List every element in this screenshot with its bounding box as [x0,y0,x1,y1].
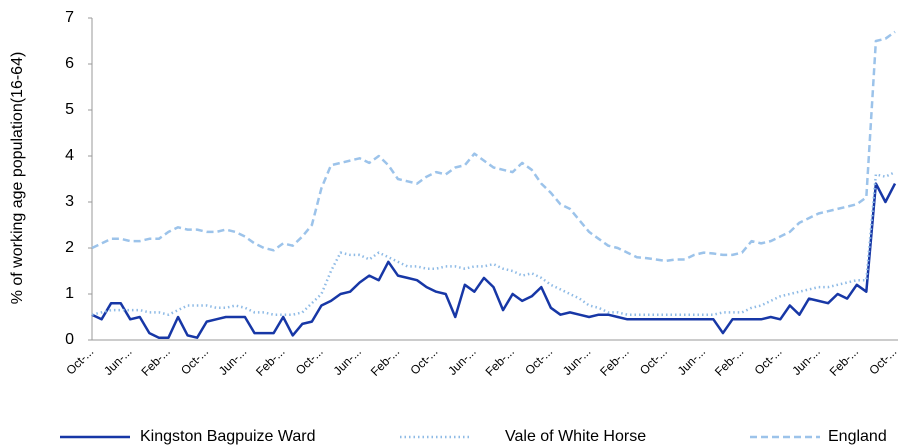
x-tick-label: Jun-... [789,344,822,377]
x-tick-label: Feb-... [368,344,402,378]
y-axis-label: % of working age population(16-64) [9,52,26,305]
x-tick-label: Jun-... [101,344,134,377]
y-tick-label: 0 [65,331,74,348]
y-tick-label: 7 [65,9,74,26]
x-tick-label: Oct-... [293,344,326,377]
x-tick-label: Jun-... [560,344,593,377]
x-tick-label: Oct-... [408,344,441,377]
y-tick-label: 6 [65,55,74,72]
x-tick-label: Oct-... [752,344,785,377]
y-tick-label: 2 [65,239,74,256]
legend-label: Vale of White Horse [505,428,646,445]
y-tick-label: 4 [65,147,74,164]
x-tick-label: Oct-... [63,344,96,377]
x-tick-label: Oct-... [178,344,211,377]
x-tick-label: Feb-... [597,344,631,378]
x-tick-label: Oct-... [866,344,898,377]
x-tick-label: Jun-... [445,344,478,377]
x-tick-label: Feb-... [712,344,746,378]
y-tick-label: 3 [65,193,74,210]
x-tick-label: Feb-... [483,344,517,378]
series-line [91,30,896,263]
x-tick-label: Oct-... [522,344,555,377]
x-tick-label: Jun-... [675,344,708,377]
x-tick-label: Jun-... [216,344,249,377]
x-tick-label: Feb-... [827,344,861,378]
x-tick-label: Jun-... [331,344,364,377]
legend-label: England [828,428,887,445]
legend-label: Kingston Bagpuize Ward [140,428,316,445]
series-line [91,170,896,316]
series-line [91,182,897,339]
y-tick-label: 5 [65,101,74,118]
x-tick-label: Oct-... [637,344,670,377]
y-tick-label: 1 [65,285,74,302]
x-tick-label: Feb-... [138,344,172,378]
x-tick-label: Feb-... [253,344,287,378]
